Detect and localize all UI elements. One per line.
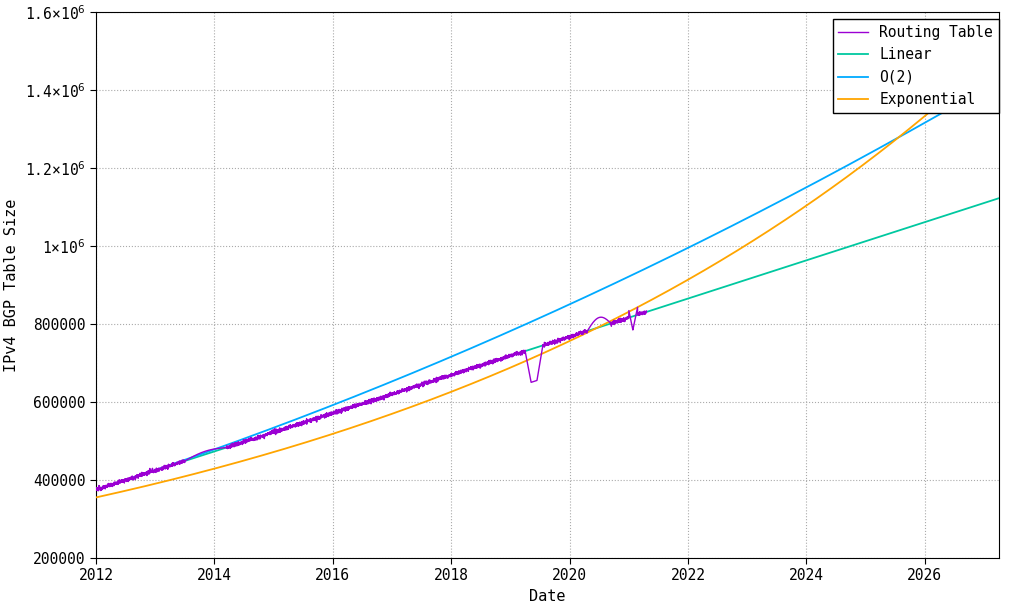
- Linear: [487, 358, 500, 365]
- Routing Table: [326, 409, 338, 416]
- Exponential: [710, 260, 722, 267]
- Linear: [182, 456, 195, 463]
- Linear: [90, 486, 102, 493]
- Line: Routing Table: Routing Table: [96, 308, 646, 491]
- Line: Exponential: Exponential: [96, 51, 998, 497]
- Y-axis label: IPv4 BGP Table Size: IPv4 BGP Table Size: [4, 198, 19, 371]
- O(2): [794, 187, 806, 195]
- Routing Table: [624, 311, 636, 318]
- Exponential: [90, 494, 102, 501]
- Exponential: [992, 47, 1005, 55]
- Line: O(2): O(2): [96, 80, 998, 489]
- Routing Table: [92, 487, 104, 494]
- Line: Linear: Linear: [96, 198, 998, 489]
- Linear: [992, 195, 1005, 202]
- O(2): [487, 335, 500, 342]
- Routing Table: [640, 308, 652, 315]
- Routing Table: [632, 304, 644, 311]
- O(2): [710, 230, 722, 238]
- Routing Table: [596, 314, 608, 321]
- Exponential: [810, 195, 822, 202]
- Routing Table: [90, 486, 102, 494]
- Exponential: [182, 472, 195, 479]
- Routing Table: [322, 412, 334, 419]
- Exponential: [487, 371, 500, 378]
- Exponential: [455, 384, 467, 392]
- O(2): [455, 349, 467, 356]
- Routing Table: [351, 402, 364, 409]
- Exponential: [794, 206, 806, 213]
- O(2): [182, 455, 195, 462]
- Routing Table: [489, 356, 502, 364]
- Linear: [710, 286, 722, 293]
- Linear: [794, 259, 806, 266]
- O(2): [90, 486, 102, 493]
- Legend: Routing Table, Linear, O(2), Exponential: Routing Table, Linear, O(2), Exponential: [833, 19, 998, 113]
- Linear: [455, 368, 467, 376]
- X-axis label: Date: Date: [529, 589, 565, 604]
- O(2): [992, 77, 1005, 84]
- Linear: [810, 254, 822, 261]
- O(2): [810, 179, 822, 186]
